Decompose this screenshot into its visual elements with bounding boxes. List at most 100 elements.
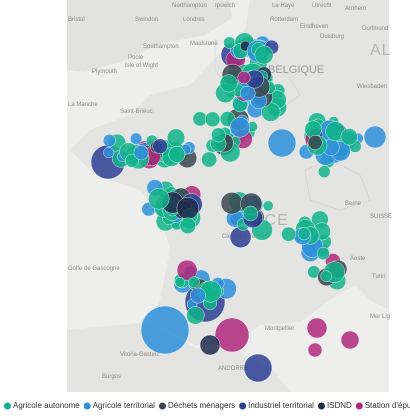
bubble (103, 146, 115, 158)
place-label: Maidstone (190, 41, 218, 47)
legend-swatch (355, 402, 363, 410)
bubble (320, 270, 332, 282)
bubble (176, 259, 198, 281)
legend-label: Industriel territorial (248, 401, 314, 410)
place-label: Wiesbaden (357, 84, 387, 90)
legend-label: Déchets ménagers (168, 401, 235, 410)
bubble (188, 276, 200, 289)
england (67, 0, 232, 72)
spain (67, 322, 290, 392)
place-label: La Haye (272, 3, 295, 9)
place-label: Saint-Brieuc (120, 109, 153, 115)
bubble (179, 217, 197, 234)
place-label: Aoste (350, 256, 366, 262)
place-label: Dortmund (362, 26, 388, 32)
bubble (219, 74, 238, 93)
legend: Agricole autonome Agricole territorial Déc… (4, 401, 410, 410)
bubble (214, 317, 250, 353)
bubble (340, 330, 360, 350)
bubble (168, 145, 186, 163)
legend-label: Station d'épuration (365, 401, 410, 410)
legend-item[interactable]: Déchets ménagers (158, 401, 235, 410)
bubble (306, 317, 328, 339)
bubble (133, 145, 149, 161)
place-labels: Northampton Ipswich La Haye Utrecht Arnh… (68, 3, 392, 380)
place-label: Arnhem (345, 6, 366, 12)
legend-swatch (317, 402, 325, 410)
bubble (318, 165, 331, 178)
bubble (140, 305, 190, 355)
bubble (190, 287, 206, 304)
bubble (199, 334, 221, 356)
place-label: Ipswich (215, 3, 235, 9)
legend-item[interactable]: Agricole territorial (83, 401, 155, 410)
place-label: Montpellier (265, 326, 294, 332)
bubble (316, 246, 330, 260)
place-label: AL (370, 42, 392, 59)
place-label: Southampton (143, 44, 179, 50)
place-label: Londres (183, 17, 205, 23)
place-label: Isle of Wight (125, 63, 158, 69)
bubble (307, 135, 323, 150)
place-label: Berne (345, 201, 362, 207)
bubble (148, 188, 170, 210)
place-label: Utrecht (312, 3, 332, 9)
bubble (130, 132, 143, 145)
bubble (220, 192, 243, 215)
place-label: ANDORRE (218, 366, 248, 372)
place-label: Swindon (135, 17, 158, 23)
place-label: Rotterdam (270, 17, 298, 23)
legend-swatch (4, 402, 11, 410)
bubble (229, 117, 251, 138)
legend-swatch (239, 402, 247, 410)
legend-item[interactable]: Station d'épuration (355, 401, 410, 410)
place-label: Golfe de Gascogne (68, 266, 120, 272)
bubble (166, 128, 185, 147)
legend-item[interactable]: Industriel territorial (239, 401, 314, 410)
bubble (363, 125, 387, 149)
bubble (103, 134, 116, 147)
bubble (262, 200, 274, 212)
legend-label: ISDND (327, 401, 352, 410)
bubbles (90, 32, 387, 383)
place-label: Bristol (68, 17, 85, 23)
bubble (243, 353, 273, 383)
place-label: Duisburg (320, 34, 344, 40)
place-label: SUISSE (370, 214, 392, 220)
place-label: Northampton (172, 3, 207, 9)
legend-item[interactable]: ISDND (317, 401, 352, 410)
legend-item[interactable]: Agricole autonome (4, 401, 80, 410)
place-label: Burgos (102, 374, 121, 380)
bubble (254, 45, 274, 65)
place-label: Mer Lig (370, 314, 390, 320)
place-label: Plymouth (92, 69, 117, 75)
bubble (281, 226, 296, 242)
bubble (340, 128, 358, 146)
bubble (242, 205, 259, 222)
place-label: BELGIQUE (268, 64, 324, 76)
bubble (186, 306, 205, 325)
legend-label: Agricole autonome (13, 401, 80, 410)
bubble (201, 151, 218, 168)
place-label: Vitoria-Gasteiz (120, 352, 159, 358)
legend-swatch (158, 402, 166, 410)
bubble (211, 127, 226, 143)
bubble (176, 197, 200, 220)
bubble (174, 277, 186, 288)
legend-swatch (83, 402, 91, 410)
bubble (307, 342, 323, 358)
place-label: La Manche (68, 102, 98, 108)
place-label: Turin (372, 274, 385, 280)
bubble (152, 138, 168, 154)
bubble (267, 128, 297, 158)
place-label: Eindhoven (300, 24, 328, 30)
bubble (297, 227, 311, 241)
legend-label: Agricole territorial (93, 401, 155, 410)
bubble (304, 120, 322, 139)
bubble (204, 111, 221, 128)
place-label: Poole (128, 55, 144, 61)
bubble (223, 36, 236, 49)
bubble (237, 70, 251, 84)
